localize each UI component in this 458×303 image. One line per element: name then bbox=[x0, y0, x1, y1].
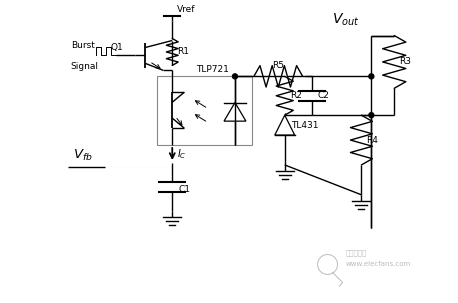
Text: $V_{fb}$: $V_{fb}$ bbox=[73, 148, 93, 162]
Text: Vref: Vref bbox=[177, 5, 196, 14]
Text: C1: C1 bbox=[178, 185, 190, 194]
Text: C2: C2 bbox=[317, 91, 329, 100]
Text: R2: R2 bbox=[290, 91, 302, 100]
Text: Q1: Q1 bbox=[110, 43, 123, 52]
Text: $V_{out}$: $V_{out}$ bbox=[332, 11, 359, 28]
Text: www.elecfans.com: www.elecfans.com bbox=[345, 261, 411, 268]
Text: R4: R4 bbox=[366, 135, 378, 145]
Circle shape bbox=[369, 113, 374, 118]
Text: $I_C$: $I_C$ bbox=[177, 147, 187, 161]
Text: R1: R1 bbox=[177, 48, 189, 56]
Text: TL431: TL431 bbox=[291, 121, 318, 130]
Bar bbox=[158, 76, 252, 145]
Text: R5: R5 bbox=[272, 62, 284, 70]
Text: R3: R3 bbox=[399, 57, 411, 66]
Text: 电子发烧友: 电子发烧友 bbox=[345, 249, 367, 256]
Circle shape bbox=[233, 74, 237, 79]
Text: Signal: Signal bbox=[71, 62, 99, 72]
Text: Burst: Burst bbox=[71, 42, 95, 51]
Circle shape bbox=[369, 74, 374, 79]
Text: TLP721: TLP721 bbox=[196, 65, 229, 74]
